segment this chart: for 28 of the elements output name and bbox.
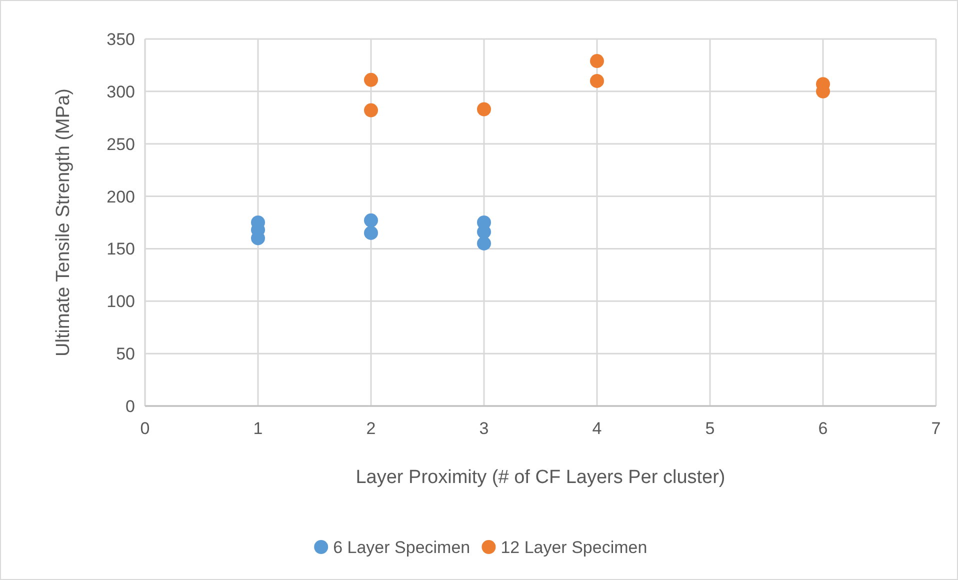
point xyxy=(477,102,491,116)
x-tick-label: 4 xyxy=(592,419,602,438)
x-tick-label: 1 xyxy=(253,419,263,438)
point xyxy=(364,213,378,228)
point xyxy=(590,74,604,88)
point xyxy=(364,103,378,118)
y-tick-label: 50 xyxy=(116,344,135,364)
point xyxy=(364,226,378,240)
x-tick-label: 2 xyxy=(366,419,376,438)
legend-label: 6 Layer Specimen xyxy=(333,538,470,557)
y-tick-label: 300 xyxy=(106,82,135,102)
x-tick-label: 0 xyxy=(140,419,150,438)
legend-label: 12 Layer Specimen xyxy=(500,538,648,557)
y-tick-label: 0 xyxy=(126,397,135,416)
y-tick-label: 250 xyxy=(106,134,135,154)
y-tick-label: 350 xyxy=(106,30,135,49)
y-tick-label: 200 xyxy=(106,187,135,206)
x-tick-label: 3 xyxy=(479,419,489,438)
y-tick-label: 100 xyxy=(106,292,135,312)
x-tick-label: 7 xyxy=(931,419,941,438)
y-tick-label: 150 xyxy=(106,240,135,259)
point xyxy=(590,54,604,68)
y-axis-title: Ultimate Tensile Strength (MPa) xyxy=(53,88,74,356)
point xyxy=(477,236,491,250)
x-axis-title: Layer Proximity (# of CF Layers Per cluster) xyxy=(356,467,726,488)
x-tick-label: 6 xyxy=(818,419,828,438)
x-tick-label: 5 xyxy=(705,419,715,438)
point xyxy=(364,72,378,87)
